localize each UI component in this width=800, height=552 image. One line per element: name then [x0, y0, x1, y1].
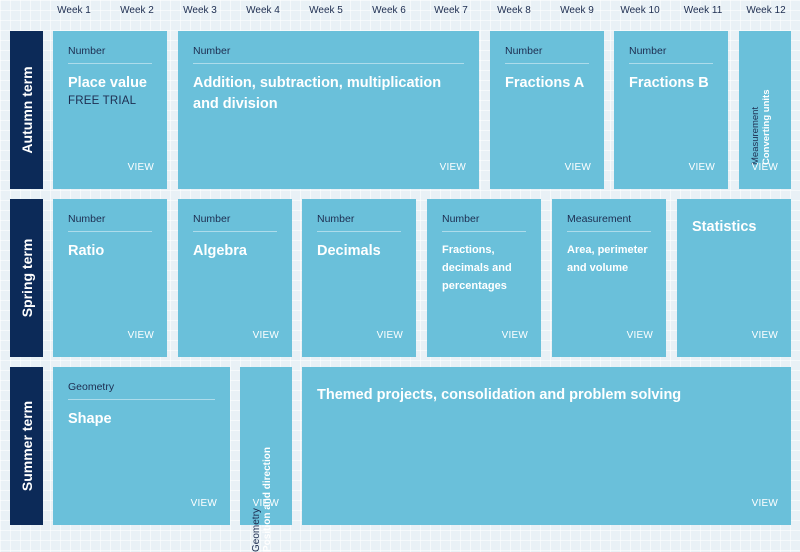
card-category: Geometry — [68, 381, 215, 400]
card-category: Number — [193, 45, 464, 64]
week-label: Week 8 — [497, 5, 531, 16]
card-area-perimeter-volume[interactable]: Measurement Area, perimeter and volume V… — [552, 199, 666, 357]
term-label-spring: Spring term — [10, 199, 43, 357]
card-title: Shape — [68, 411, 112, 427]
view-link[interactable]: VIEW — [127, 162, 154, 173]
card-title: Decimals — [317, 243, 381, 259]
card-title: Fractions B — [629, 75, 709, 91]
card-algebra[interactable]: Number Algebra VIEW — [178, 199, 292, 357]
card-category: Number — [317, 213, 401, 232]
card-title: Position and direction — [262, 446, 273, 552]
card-ratio[interactable]: Number Ratio VIEW — [53, 199, 167, 357]
free-trial-badge: FREE TRIAL — [68, 95, 137, 107]
view-link[interactable]: VIEW — [751, 330, 778, 341]
card-statistics[interactable]: Statistics VIEW — [677, 199, 791, 357]
card-category: Number — [442, 213, 526, 232]
view-link[interactable]: VIEW — [252, 498, 279, 509]
card-category: Number — [505, 45, 589, 64]
term-label-summer: Summer term — [10, 367, 43, 525]
card-category: Measurement — [750, 106, 761, 165]
card-title: Themed projects, consolidation and probl… — [317, 387, 682, 403]
card-category: Geometry — [251, 508, 262, 552]
card-category: Number — [193, 213, 277, 232]
card-category: Number — [629, 45, 713, 64]
view-link[interactable]: VIEW — [439, 162, 466, 173]
view-link[interactable]: VIEW — [501, 330, 528, 341]
week-label: Week 11 — [683, 5, 723, 16]
view-link[interactable]: VIEW — [626, 330, 653, 341]
week-label: Week 12 — [746, 5, 786, 16]
card-category: Measurement — [567, 213, 651, 232]
view-link[interactable]: VIEW — [190, 498, 217, 509]
view-link[interactable]: VIEW — [376, 330, 403, 341]
card-decimals[interactable]: Number Decimals VIEW — [302, 199, 416, 357]
view-link[interactable]: VIEW — [688, 162, 715, 173]
week-label: Week 6 — [372, 5, 406, 16]
term-label-text: Autumn term — [18, 66, 35, 154]
week-header: Week 1 Week 2 Week 3 Week 4 Week 5 Week … — [0, 0, 800, 22]
week-label: Week 5 — [309, 5, 343, 16]
card-title: Algebra — [193, 243, 247, 259]
card-vertical-label: Geometry Position and direction — [251, 402, 281, 552]
week-label: Week 7 — [434, 5, 468, 16]
week-label: Week 10 — [620, 5, 660, 16]
card-shape[interactable]: Geometry Shape VIEW — [53, 367, 230, 525]
card-title: Ratio — [68, 243, 105, 259]
card-addition-subtraction[interactable]: Number Addition, subtraction, multiplica… — [178, 31, 479, 189]
card-category: Number — [68, 213, 152, 232]
card-category: Number — [68, 45, 152, 64]
week-label: Week 9 — [560, 5, 594, 16]
term-label-text: Summer term — [18, 400, 35, 492]
card-fractions-a[interactable]: Number Fractions A VIEW — [490, 31, 604, 189]
view-link[interactable]: VIEW — [751, 498, 778, 509]
card-title: Converting units — [761, 89, 772, 165]
card-vertical-label: Measurement Converting units — [750, 45, 780, 165]
card-position-direction[interactable]: Geometry Position and direction VIEW — [240, 367, 292, 552]
term-label-text: Spring term — [18, 238, 35, 318]
view-link[interactable]: VIEW — [252, 330, 279, 341]
card-title: Place value — [68, 75, 147, 91]
card-title: Statistics — [692, 219, 757, 235]
week-label: Week 1 — [57, 5, 91, 16]
card-converting-units[interactable]: Measurement Converting units VIEW — [739, 31, 791, 189]
card-title: Fractions A — [505, 75, 585, 91]
week-label: Week 4 — [246, 5, 280, 16]
card-fractions-b[interactable]: Number Fractions B VIEW — [614, 31, 728, 189]
card-themed-projects[interactable]: Themed projects, consolidation and probl… — [302, 367, 791, 525]
view-link[interactable]: VIEW — [564, 162, 591, 173]
card-title: Area, perimeter and volume — [567, 244, 648, 274]
week-label: Week 2 — [120, 5, 154, 16]
card-place-value[interactable]: Number Place value FREE TRIAL VIEW — [53, 31, 167, 189]
view-link[interactable]: VIEW — [127, 330, 154, 341]
week-label: Week 3 — [183, 5, 217, 16]
view-link[interactable]: VIEW — [751, 162, 778, 173]
card-title: Fractions, decimals and percentages — [442, 244, 512, 292]
term-label-autumn: Autumn term — [10, 31, 43, 189]
card-fractions-decimals-percentages[interactable]: Number Fractions, decimals and percentag… — [427, 199, 541, 357]
card-title: Addition, subtraction, multiplication an… — [193, 75, 442, 112]
